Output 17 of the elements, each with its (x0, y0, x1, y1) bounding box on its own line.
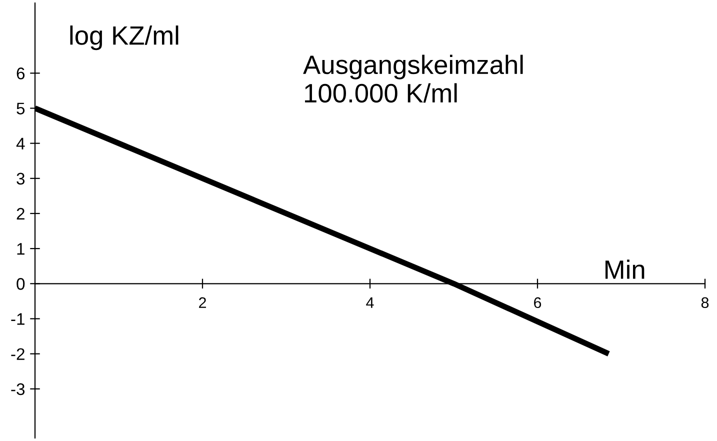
x-axis-title: Min (606, 260, 644, 279)
y-tick-label: 5 (16, 102, 25, 114)
y-tick-label: 4 (16, 138, 25, 150)
y-tick-label: 2 (16, 208, 24, 220)
x-tick-label: 8 (701, 297, 709, 308)
y-tick-label: -1 (11, 313, 24, 325)
y-tick-label: 0 (16, 278, 25, 290)
y-axis-title: log KZ/ml (70, 26, 178, 50)
y-tick-label: 6 (16, 68, 25, 80)
x-tick-label: 4 (366, 297, 374, 308)
y-tick-label: -2 (11, 348, 24, 360)
x-tick-label: 6 (534, 297, 542, 308)
annotation: Ausgangskeimzahl 100.000 K/ml (303, 54, 523, 103)
y-tick-label: 3 (16, 172, 25, 185)
x-tick-label: 2 (199, 297, 206, 308)
y-tick-label: -3 (11, 383, 25, 396)
y-tick-label: 1 (17, 243, 24, 255)
